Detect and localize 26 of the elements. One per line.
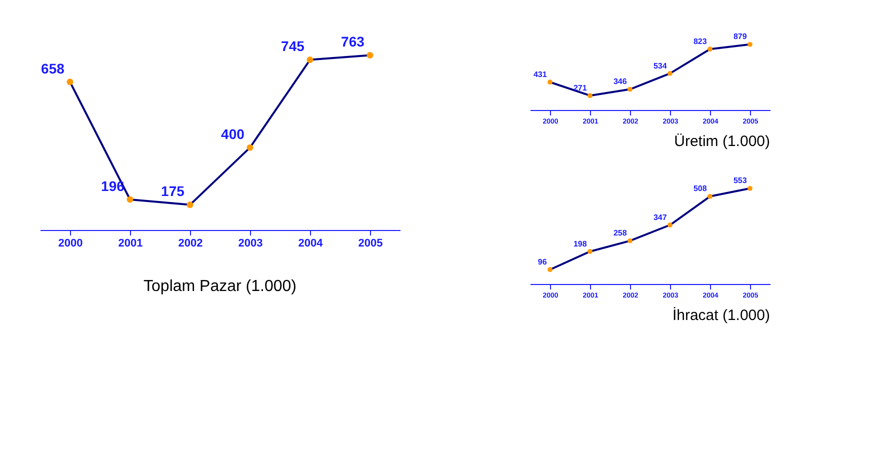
text: Toplam Pazar (1.000) <box>144 278 296 295</box>
x-tick-label: 2001 <box>118 238 143 250</box>
data-label: 508 <box>693 184 708 194</box>
data-label: 271 <box>573 83 588 92</box>
data-label: 823 <box>693 36 708 46</box>
data-label: 96 <box>538 257 548 266</box>
data-label: 400 <box>221 126 245 142</box>
x-tick-label: 2003 <box>238 238 263 250</box>
data-label: 534 <box>653 61 668 70</box>
x-tick-label: 2005 <box>358 238 383 250</box>
data-label: 553 <box>733 176 748 186</box>
text: İhracat (1.000) <box>672 306 770 324</box>
x-tick-label: 2004 <box>298 238 324 250</box>
data-label: 347 <box>653 212 668 222</box>
data-label: 175 <box>161 183 185 200</box>
data-label: 258 <box>613 228 628 238</box>
x-tick-label: 2000 <box>58 238 83 250</box>
text: Üretim (1.000) <box>674 133 770 150</box>
x-tick-label: 2002 <box>178 238 203 250</box>
data-label: 745 <box>281 38 305 54</box>
data-label: 198 <box>573 239 588 248</box>
data-label: 658 <box>41 60 65 76</box>
data-label: 346 <box>613 77 628 86</box>
data-label: 879 <box>733 32 748 42</box>
data-label: 763 <box>341 34 365 50</box>
data-label: 431 <box>533 70 548 79</box>
